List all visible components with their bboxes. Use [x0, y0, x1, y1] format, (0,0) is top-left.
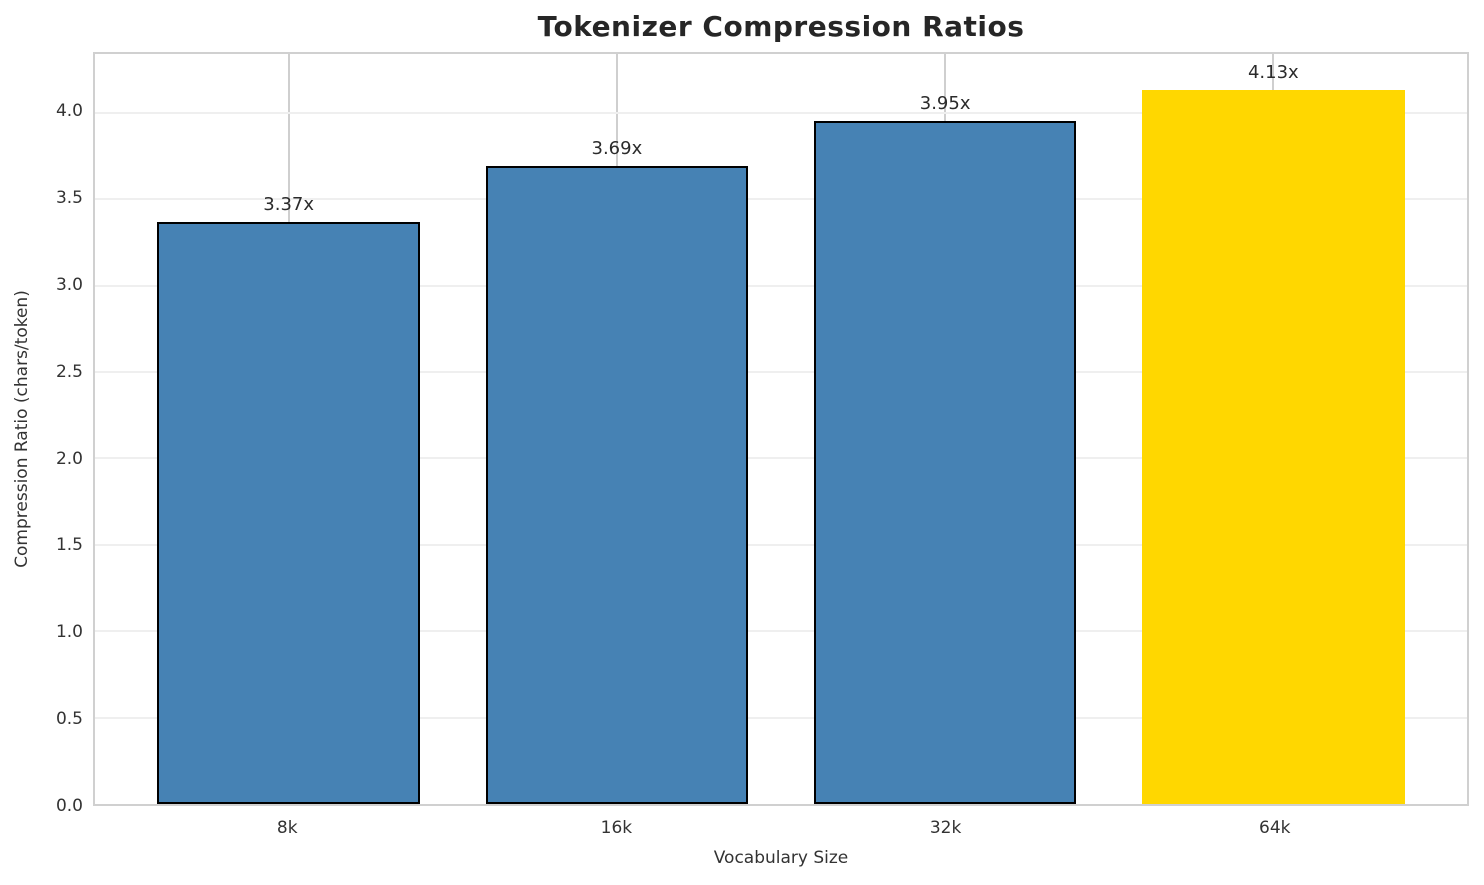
h-gridline-2.5 [95, 370, 1467, 373]
bar-16k [485, 166, 749, 804]
bar-8k [157, 221, 420, 804]
x-axis-label: Vocabulary Size [713, 848, 849, 868]
bar-32k [813, 121, 1077, 804]
bar-value-label-64k: 4.13x [1247, 62, 1299, 84]
bar-value-label-8k: 3.37x [263, 193, 315, 215]
h-gridline-2.0 [95, 457, 1467, 460]
y-tick-label-2.0: 2.0 [55, 448, 83, 469]
y-tick-label-4.0: 4.0 [55, 101, 83, 122]
h-gridline-1.0 [95, 630, 1467, 633]
bar-value-label-32k: 3.95x [919, 93, 971, 115]
y-tick-label-1.5: 1.5 [55, 535, 83, 556]
plot-area: 3.37x 3.69x 3.95x 4.13x [93, 52, 1469, 806]
chart-title: Tokenizer Compression Ratios [537, 10, 1025, 43]
y-tick-label-3.0: 3.0 [55, 274, 83, 295]
h-gridline-4.0 [95, 111, 1467, 114]
y-axis-label: Compression Ratio (chars/token) [12, 290, 32, 568]
y-tick-label-0.5: 0.5 [55, 709, 83, 730]
y-tick-label-2.5: 2.5 [55, 361, 83, 382]
y-tick-label-1.0: 1.0 [55, 622, 83, 643]
bar-value-label-16k: 3.69x [591, 138, 643, 160]
h-gridline-3.0 [95, 284, 1467, 287]
x-tick-label-32k: 32k [929, 818, 962, 838]
x-tick-label-64k: 64k [1259, 818, 1291, 838]
h-gridline-1.5 [95, 543, 1467, 546]
bar-64k [1142, 90, 1405, 804]
h-gridline-0.5 [95, 716, 1467, 719]
h-gridline-3.5 [95, 198, 1467, 201]
y-tick-label-3.5: 3.5 [55, 187, 83, 208]
x-tick-label-16k: 16k [600, 818, 633, 838]
x-tick-label-8k: 8k [276, 818, 298, 838]
y-tick-label-0.0: 0.0 [55, 796, 83, 816]
